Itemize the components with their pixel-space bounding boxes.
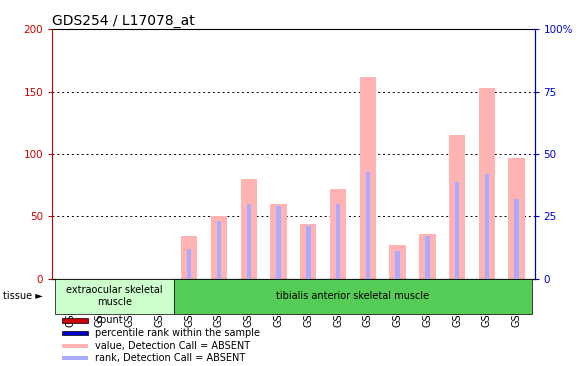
Bar [55, 279, 174, 314]
Bar [62, 344, 88, 348]
Bar [241, 179, 257, 279]
Bar [277, 206, 281, 279]
Bar [62, 318, 88, 322]
Bar [330, 189, 346, 279]
Text: value, Detection Call = ABSENT: value, Detection Call = ABSENT [95, 341, 250, 351]
Bar [508, 158, 525, 279]
Text: tissue ►: tissue ► [3, 291, 42, 301]
Text: percentile rank within the sample: percentile rank within the sample [95, 328, 260, 338]
Bar [306, 227, 310, 279]
Bar [360, 77, 376, 279]
Bar [395, 251, 400, 279]
Bar [270, 204, 286, 279]
Text: GDS254 / L17078_at: GDS254 / L17078_at [52, 14, 195, 28]
Bar [174, 279, 532, 314]
Bar [485, 174, 489, 279]
Text: count: count [95, 315, 123, 325]
Bar [246, 204, 251, 279]
Text: extraocular skeletal
muscle: extraocular skeletal muscle [66, 285, 163, 307]
Text: rank, Detection Call = ABSENT: rank, Detection Call = ABSENT [95, 353, 245, 363]
Bar [62, 331, 88, 335]
Text: tibialis anterior skeletal muscle: tibialis anterior skeletal muscle [277, 291, 429, 301]
Bar [211, 216, 227, 279]
Bar [449, 135, 465, 279]
Bar [425, 236, 429, 279]
Bar [365, 172, 370, 279]
Bar [389, 245, 406, 279]
Bar [217, 221, 221, 279]
Bar [62, 356, 88, 360]
Bar [514, 199, 519, 279]
Bar [479, 88, 495, 279]
Bar [181, 236, 198, 279]
Bar [187, 249, 192, 279]
Bar [336, 204, 340, 279]
Bar [300, 224, 317, 279]
Bar [455, 182, 460, 279]
Bar [419, 234, 436, 279]
